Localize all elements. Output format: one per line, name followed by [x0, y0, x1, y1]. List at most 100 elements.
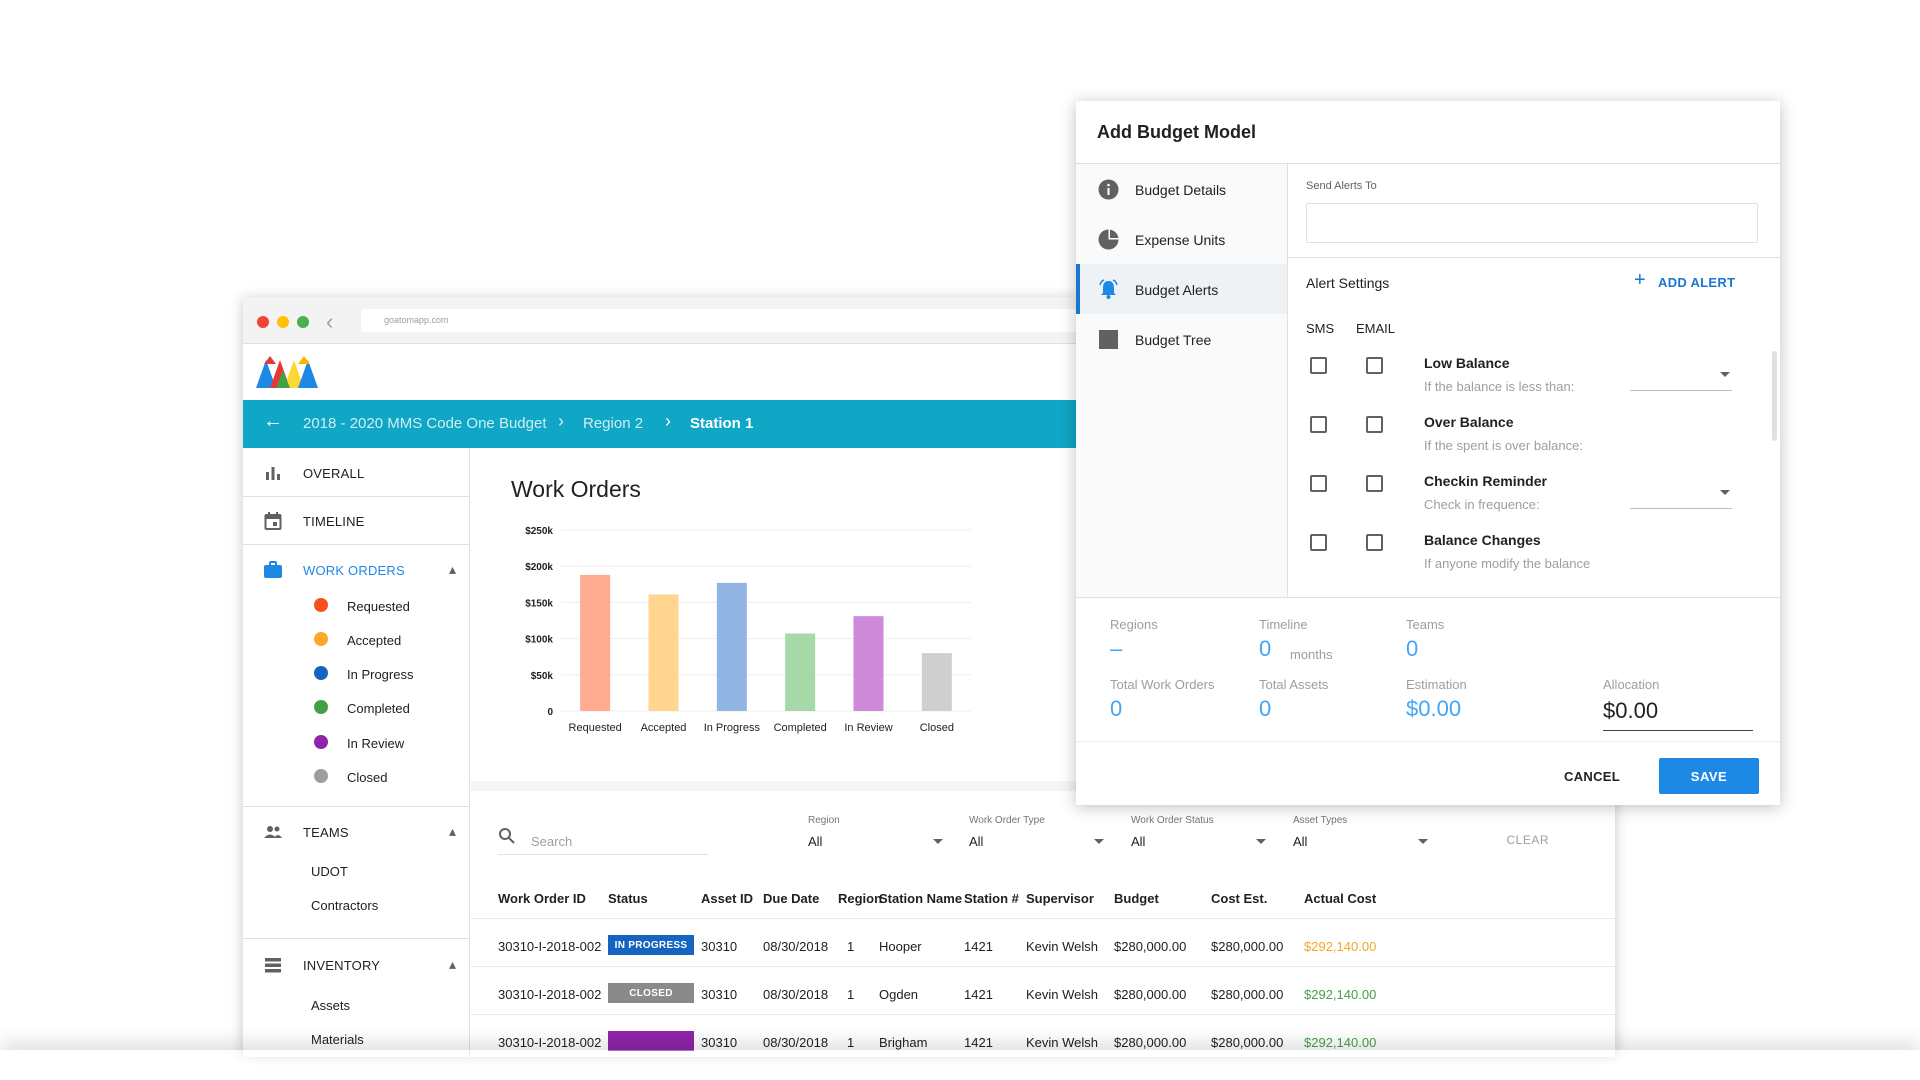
y-tick-label: $50k [531, 671, 554, 682]
sidebar-item-teams[interactable]: TEAMS ▴ [243, 807, 470, 855]
search-input[interactable]: Search [531, 834, 573, 849]
chevron-up-icon[interactable]: ▴ [448, 561, 456, 577]
send-alerts-label: Send Alerts To [1306, 180, 1377, 192]
send-alerts-input[interactable] [1306, 203, 1758, 243]
alert-description: If anyone modify the balance [1424, 556, 1591, 571]
status-item-closed[interactable]: Closed [347, 770, 388, 785]
table-row[interactable]: 30310-I-2018-002 30310 08/30/2018 1 Brig… [471, 1015, 1615, 1057]
chevron-right-icon: › [558, 411, 564, 431]
cell-budget: $280,000.00 [1114, 987, 1187, 1002]
x-tick-label: In Progress [704, 722, 761, 734]
over-balance-sms-checkbox[interactable] [1310, 416, 1327, 433]
low-balance-sms-checkbox[interactable] [1310, 357, 1327, 374]
stat-label: Regions [1110, 617, 1158, 632]
status-badge: IN PROGRESS [608, 935, 694, 955]
breadcrumb-budget[interactable]: 2018 - 2020 MMS Code One Budget [303, 415, 547, 432]
cell-budget: $280,000.00 [1114, 1035, 1187, 1050]
add-alert-label: ADD ALERT [1658, 275, 1736, 290]
plus-icon: + [1634, 269, 1646, 291]
inventory-item-materials[interactable]: Materials [311, 1032, 364, 1047]
asset-types-filter[interactable]: Asset Types All [1293, 815, 1428, 849]
breadcrumb-region[interactable]: Region 2 [583, 415, 644, 432]
sidebar-item-overall[interactable]: OVERALL [243, 448, 470, 496]
nav-budget-details[interactable]: Budget Details [1076, 164, 1287, 214]
clear-filters-button[interactable]: CLEAR [1506, 833, 1549, 847]
back-icon[interactable]: ‹ [326, 309, 334, 334]
search-icon [499, 828, 515, 844]
add-alert-button[interactable]: + ADD ALERT [1634, 269, 1736, 291]
cell-actual-cost: $292,140.00 [1304, 1035, 1377, 1050]
team-item-udot[interactable]: UDOT [311, 864, 348, 879]
dropdown-arrow-icon [1720, 372, 1730, 377]
low-balance-dropdown[interactable] [1630, 372, 1732, 391]
work-order-status-filter[interactable]: Work Order Status All [1131, 815, 1266, 849]
column-header[interactable]: Budget [1114, 891, 1159, 906]
cell-region: 1 [847, 1035, 855, 1050]
close-window-button[interactable] [257, 316, 269, 328]
balance-changes-sms-checkbox[interactable] [1310, 534, 1327, 551]
checkin-reminder-sms-checkbox[interactable] [1310, 475, 1327, 492]
column-header[interactable]: Due Date [763, 891, 820, 906]
balance-changes-email-checkbox[interactable] [1366, 534, 1383, 551]
table-row[interactable]: 30310-I-2018-002 CLOSED 30310 08/30/2018… [471, 967, 1615, 1015]
checkin-reminder-email-checkbox[interactable] [1366, 475, 1383, 492]
column-header[interactable]: Supervisor [1026, 891, 1094, 906]
cell-region: 1 [847, 987, 855, 1002]
nav-budget-tree[interactable]: Budget Tree [1076, 314, 1287, 364]
stat-label: Total Assets [1259, 677, 1329, 692]
column-header[interactable]: Region [838, 891, 883, 906]
sidebar-item-work-orders[interactable]: WORK ORDERS ▴ [243, 545, 470, 593]
minimize-window-button[interactable] [277, 316, 289, 328]
column-header[interactable]: Actual Cost [1304, 891, 1377, 906]
sidebar-item-label: TEAMS [303, 825, 349, 840]
chevron-up-icon[interactable]: ▴ [448, 956, 456, 972]
status-item-requested[interactable]: Requested [347, 599, 410, 614]
status-item-in-progress[interactable]: In Progress [347, 667, 414, 682]
maximize-window-button[interactable] [297, 316, 309, 328]
nav-expense-units[interactable]: Expense Units [1076, 214, 1287, 264]
nav-budget-alerts[interactable]: Budget Alerts [1076, 264, 1287, 314]
sidebar-item-inventory[interactable]: INVENTORY ▴ [243, 940, 470, 988]
low-balance-email-checkbox[interactable] [1366, 357, 1383, 374]
inventory-item-assets[interactable]: Assets [311, 998, 351, 1013]
bar-closed [921, 653, 952, 711]
bar-accepted [648, 594, 679, 711]
status-item-in-review[interactable]: In Review [347, 736, 405, 751]
cell-cost-est: $280,000.00 [1211, 987, 1284, 1002]
column-header[interactable]: Asset ID [701, 891, 754, 906]
status-item-completed[interactable]: Completed [347, 701, 410, 716]
cell-cost-est: $280,000.00 [1211, 939, 1284, 954]
x-tick-label: Accepted [641, 722, 687, 734]
column-header[interactable]: Cost Est. [1211, 891, 1268, 906]
calendar-icon [264, 512, 282, 530]
team-item-contractors[interactable]: Contractors [311, 898, 379, 913]
alerts-scrollbar[interactable] [1772, 351, 1777, 441]
sidebar-item-timeline[interactable]: TIMELINE [243, 496, 470, 544]
divider [243, 806, 470, 807]
cell-station-number: 1421 [964, 1035, 993, 1050]
allocation-input[interactable]: $0.00 [1603, 698, 1659, 723]
column-header[interactable]: Status [608, 891, 648, 906]
checkin-frequency-dropdown[interactable] [1630, 490, 1732, 509]
cell-station-number: 1421 [964, 987, 993, 1002]
table-row[interactable]: 30310-I-2018-002 IN PROGRESS 30310 08/30… [471, 919, 1615, 967]
tree-icon [1099, 330, 1118, 349]
region-filter[interactable]: Region All [808, 815, 943, 849]
save-button[interactable]: SAVE [1659, 758, 1759, 794]
nav-label: Budget Alerts [1135, 282, 1219, 298]
stat-label: Total Work Orders [1110, 677, 1215, 692]
chevron-up-icon[interactable]: ▴ [448, 823, 456, 839]
filter-label: Work Order Type [969, 815, 1045, 826]
cell-asset-id: 30310 [701, 1035, 738, 1050]
status-dot [314, 598, 328, 612]
alert-title: Low Balance [1424, 355, 1510, 371]
work-order-type-filter[interactable]: Work Order Type All [969, 815, 1104, 849]
back-arrow-icon[interactable]: ← [263, 410, 283, 432]
column-header[interactable]: Work Order ID [498, 891, 586, 906]
column-header[interactable]: Station # [964, 891, 1019, 906]
column-header[interactable]: Station Name [879, 891, 963, 906]
status-item-accepted[interactable]: Accepted [347, 633, 402, 648]
dropdown-arrow-icon [1256, 839, 1266, 844]
over-balance-email-checkbox[interactable] [1366, 416, 1383, 433]
cancel-button[interactable]: CANCEL [1564, 769, 1620, 784]
